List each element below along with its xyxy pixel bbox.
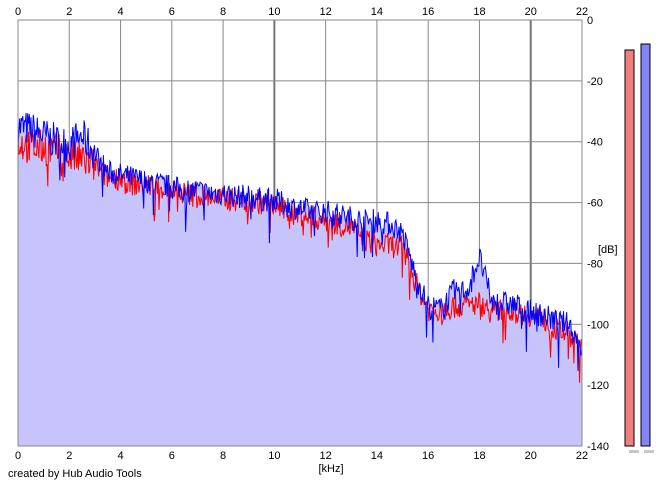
- x-tick-label-bottom: 0: [15, 450, 21, 462]
- x-tick-label-bottom: 18: [473, 450, 485, 462]
- x-axis-label: [kHz]: [318, 463, 343, 475]
- meter-left-bar: [624, 49, 635, 447]
- level-meters: [624, 43, 654, 453]
- x-tick-label-bottom: 12: [320, 450, 332, 462]
- x-tick-label-top: 4: [117, 6, 123, 18]
- meter-right-bar: [640, 43, 651, 447]
- y-axis-label: [dB]: [598, 244, 618, 256]
- x-tick-label-top: 20: [525, 6, 537, 18]
- x-tick-label-top: 2: [66, 6, 72, 18]
- y-tick-label: -40: [587, 137, 603, 149]
- x-tick-label-bottom: 16: [422, 450, 434, 462]
- x-tick-label-bottom: 10: [268, 450, 280, 462]
- x-tick-label-bottom: 4: [117, 450, 123, 462]
- x-tick-label-top: 6: [169, 6, 175, 18]
- x-tick-label-top: 12: [320, 6, 332, 18]
- x-tick-label-bottom: 22: [576, 450, 588, 462]
- plot-border: [17, 19, 583, 447]
- x-tick-label-top: 16: [422, 6, 434, 18]
- meter-right-shadow: [644, 450, 654, 453]
- x-tick-label-top: 18: [473, 6, 485, 18]
- x-tick-label-bottom: 14: [371, 450, 383, 462]
- y-tick-label: -80: [587, 258, 603, 270]
- bottom-x-tick-labels: 0 2 4 6 8 10 12 14 16 18 20 22: [15, 450, 588, 462]
- meter-left-shadow: [629, 450, 639, 453]
- x-tick-label-bottom: 2: [66, 450, 72, 462]
- x-tick-label-bottom: 6: [169, 450, 175, 462]
- x-tick-label-top: 8: [220, 6, 226, 18]
- y-tick-label: 0: [587, 15, 593, 27]
- y-tick-labels: 0 -20 -40 -60 -80 -100 -120 -140: [587, 15, 609, 453]
- y-tick-label: -120: [587, 380, 609, 392]
- series-layer: [17, 112, 583, 383]
- x-tick-label-bottom: 8: [220, 450, 226, 462]
- x-tick-label-top: 0: [15, 6, 21, 18]
- footer-credit: created by Hub Audio Tools: [8, 468, 142, 480]
- y-tick-label: -140: [587, 441, 609, 453]
- x-tick-label-top: 10: [268, 6, 280, 18]
- x-tick-label-top: 14: [371, 6, 383, 18]
- y-tick-label: -100: [587, 319, 609, 331]
- x-tick-label-bottom: 20: [525, 450, 537, 462]
- x-tick-label-top: 22: [576, 6, 588, 18]
- y-tick-label: -20: [587, 76, 603, 88]
- series-right-channel-line: [17, 112, 583, 371]
- top-x-tick-labels: 0 2 4 6 8 10 12 14 16 18 20 22: [15, 6, 588, 18]
- y-tick-label: -60: [587, 198, 603, 210]
